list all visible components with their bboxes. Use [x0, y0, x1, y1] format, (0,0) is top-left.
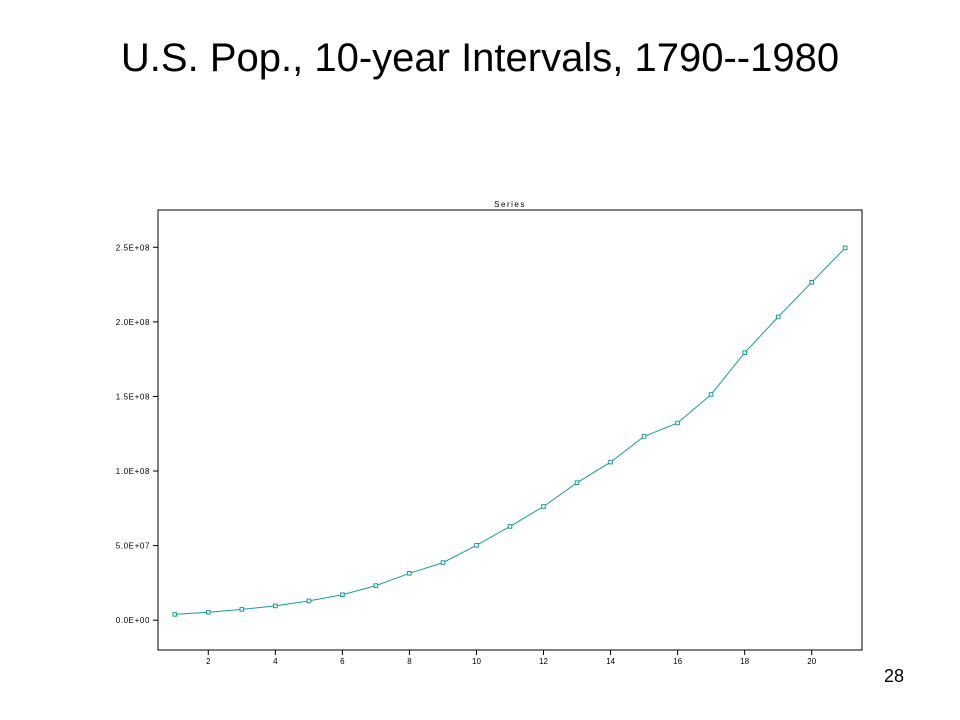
x-tick-label: 6 — [340, 657, 345, 666]
series-line — [174, 247, 846, 615]
data-point — [373, 583, 379, 588]
data-point — [206, 610, 211, 615]
data-point — [172, 612, 178, 617]
data-point — [775, 314, 781, 320]
data-point — [340, 592, 345, 598]
x-tick-label: 16 — [673, 657, 682, 666]
x-tick-label: 18 — [740, 657, 749, 666]
y-tick-label: 2.5E+08 — [116, 243, 150, 252]
y-axis: 0.0E+00 5.0E+07 1.0E+08 1.5E+08 2.0E+08 2.5E+… — [116, 243, 158, 625]
y-tick-label: 1.5E+08 — [116, 392, 150, 401]
y-tick-label: 0.0E+00 — [116, 616, 150, 625]
data-point — [641, 434, 647, 439]
x-tick-label: 10 — [472, 657, 481, 666]
data-point — [440, 560, 446, 565]
data-point — [574, 480, 580, 485]
data-point — [306, 598, 312, 604]
data-point — [541, 504, 546, 509]
data-point — [608, 459, 613, 465]
x-tick-label: 2 — [206, 657, 211, 666]
data-point — [407, 571, 412, 576]
x-tick-label: 8 — [407, 657, 412, 666]
x-axis: 2 4 6 8 10 12 14 16 18 20 — [206, 650, 817, 666]
x-tick-label: 14 — [606, 657, 615, 666]
data-point — [273, 603, 278, 609]
x-tick-label: 20 — [807, 657, 816, 666]
plot-frame — [157, 209, 863, 651]
data-point — [809, 280, 815, 285]
y-tick-label: 1.0E+08 — [116, 467, 150, 476]
data-point — [507, 524, 513, 529]
x-tick-label: 4 — [273, 657, 278, 666]
series-group — [172, 245, 848, 617]
y-tick-label: 2.0E+08 — [116, 318, 150, 327]
data-point — [239, 607, 245, 612]
slide-number: 28 — [883, 666, 905, 686]
data-point — [474, 543, 479, 548]
data-point — [708, 392, 714, 397]
y-tick-label: 5.0E+07 — [116, 542, 150, 551]
slide-title: U.S. Pop., 10-year Intervals, 1790--1980 — [120, 36, 840, 80]
data-point — [842, 245, 848, 251]
data-point — [675, 420, 680, 426]
data-point — [742, 350, 748, 355]
chart-title: Series — [494, 200, 526, 209]
x-tick-label: 12 — [539, 657, 548, 666]
